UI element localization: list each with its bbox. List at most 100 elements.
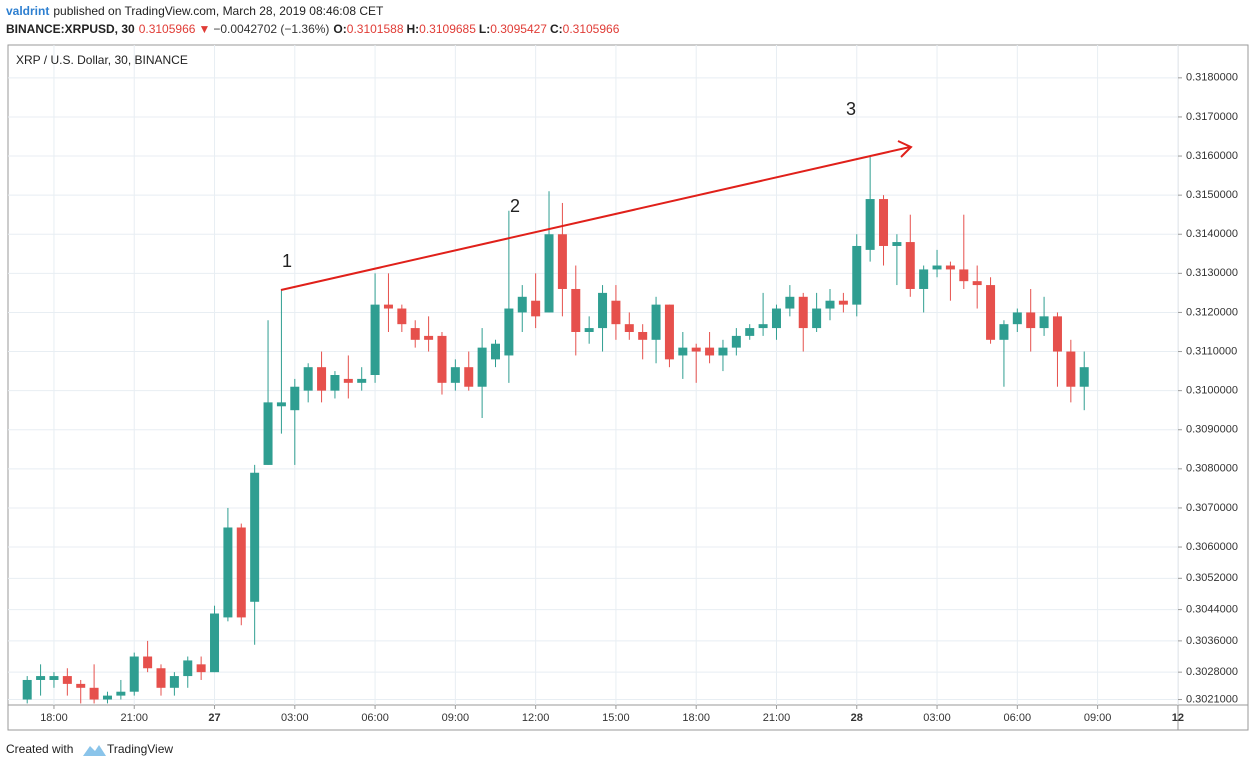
candle-body xyxy=(290,386,300,411)
candle-body xyxy=(370,304,380,375)
x-tick-label: 12 xyxy=(1172,712,1184,724)
candle-body xyxy=(611,300,621,325)
candle-body xyxy=(865,199,875,250)
x-tick-label: 06:00 xyxy=(361,712,389,724)
candle-body xyxy=(718,347,728,356)
candle-body xyxy=(62,676,72,684)
candle-body xyxy=(210,613,220,673)
x-tick-label: 27 xyxy=(208,712,220,724)
candle-body xyxy=(477,347,487,387)
published: published on TradingView.com, March 28, … xyxy=(53,4,384,18)
candle-body xyxy=(852,245,862,305)
candle-body xyxy=(36,676,46,680)
x-tick-label: 28 xyxy=(851,712,863,724)
candles xyxy=(22,156,1089,704)
candle-body xyxy=(758,324,768,329)
candle-body xyxy=(785,296,795,309)
y-tick-label: 0.3180000 xyxy=(1186,72,1238,84)
candle-body xyxy=(504,308,514,356)
x-tick-label: 12:00 xyxy=(522,712,550,724)
x-tick-label: 06:00 xyxy=(1004,712,1032,724)
candle-body xyxy=(638,331,648,340)
candle-body xyxy=(437,335,447,383)
ohlc-label: C: xyxy=(550,22,563,36)
chart-frame xyxy=(7,44,1249,731)
candle-body xyxy=(343,378,353,383)
candle-body xyxy=(263,402,273,465)
x-tick-label: 03:00 xyxy=(281,712,309,724)
author: valdrint xyxy=(6,4,49,18)
x-tick-label: 18:00 xyxy=(682,712,710,724)
header-line: valdrint published on TradingView.com, Ma… xyxy=(6,4,384,18)
axes: 0.3180000 0.3170000 0.3160000 0.3150000 0.31… xyxy=(40,72,1238,724)
y-tick-label: 0.3070000 xyxy=(1186,502,1238,514)
ohlc-value: 0.3095427 xyxy=(490,22,547,36)
footer: Created with TradingView xyxy=(6,742,173,756)
candle-body xyxy=(531,300,541,317)
candle-body xyxy=(745,328,755,336)
candle-body xyxy=(397,308,407,325)
change-arrow: ▼ xyxy=(198,22,210,36)
y-tick-label: 0.3160000 xyxy=(1186,150,1238,162)
ohlc-value: 0.3101588 xyxy=(347,22,404,36)
y-tick-label: 0.3036000 xyxy=(1186,635,1238,647)
candle-body xyxy=(464,367,474,387)
candle-body xyxy=(169,676,179,688)
y-tick-label: 0.3021000 xyxy=(1186,693,1238,705)
candle-body xyxy=(102,695,112,700)
y-tick-label: 0.3100000 xyxy=(1186,385,1238,397)
candle-body xyxy=(1052,316,1062,352)
candle-body xyxy=(156,668,166,688)
y-tick-label: 0.3060000 xyxy=(1186,541,1238,553)
candle-body xyxy=(143,656,153,669)
y-tick-label: 0.3150000 xyxy=(1186,189,1238,201)
candle-body xyxy=(651,304,661,340)
candle-body xyxy=(129,656,139,692)
trend-line xyxy=(280,146,911,291)
change: −0.0042702 (−1.36%) xyxy=(213,22,329,36)
annotation: 2 xyxy=(510,196,520,216)
candle-body xyxy=(183,660,193,677)
symbol-line: BINANCE:XRPUSD, 30 0.3105966 ▼ −0.0042702 (… xyxy=(6,22,620,36)
last-price: 0.3105966 xyxy=(139,22,196,36)
y-tick-label: 0.3170000 xyxy=(1186,111,1238,123)
candle-body xyxy=(76,683,86,688)
candle-body xyxy=(557,234,567,289)
candle-body xyxy=(919,269,929,289)
candle-body xyxy=(731,335,741,348)
candle-body xyxy=(838,300,848,305)
candle-body xyxy=(598,292,608,329)
candle-body xyxy=(691,347,701,352)
ohlc-label: L: xyxy=(479,22,490,36)
candle-body xyxy=(49,676,59,680)
candle-body xyxy=(357,378,367,383)
candle-body xyxy=(22,679,32,700)
annotation: 1 xyxy=(282,251,292,271)
candle-body xyxy=(330,375,340,391)
y-tick-label: 0.3120000 xyxy=(1186,306,1238,318)
y-tick-label: 0.3110000 xyxy=(1186,345,1237,357)
ohlc-value: 0.3105966 xyxy=(563,22,620,36)
candle-body xyxy=(959,269,969,282)
symbol: BINANCE:XRPUSD, 30 xyxy=(6,22,135,36)
candle-body xyxy=(236,527,246,618)
candle-body xyxy=(986,285,996,340)
candle-body xyxy=(571,288,581,332)
candle-body xyxy=(1012,312,1022,325)
candle-body xyxy=(905,242,915,289)
x-tick-label: 18:00 xyxy=(40,712,68,724)
grid xyxy=(8,45,1179,705)
candle-body xyxy=(825,300,835,309)
ohlc-label: O: xyxy=(333,22,346,36)
candle-body xyxy=(517,296,527,313)
candle-body xyxy=(624,324,634,332)
trend-arrowhead xyxy=(897,140,913,158)
chart-title: XRP / U.S. Dollar, 30, BINANCE xyxy=(16,53,188,67)
candle-body xyxy=(196,664,206,673)
candle-body xyxy=(892,242,902,246)
candle-body xyxy=(932,265,942,270)
y-tick-label: 0.3052000 xyxy=(1186,572,1238,584)
y-tick-label: 0.3140000 xyxy=(1186,228,1238,240)
